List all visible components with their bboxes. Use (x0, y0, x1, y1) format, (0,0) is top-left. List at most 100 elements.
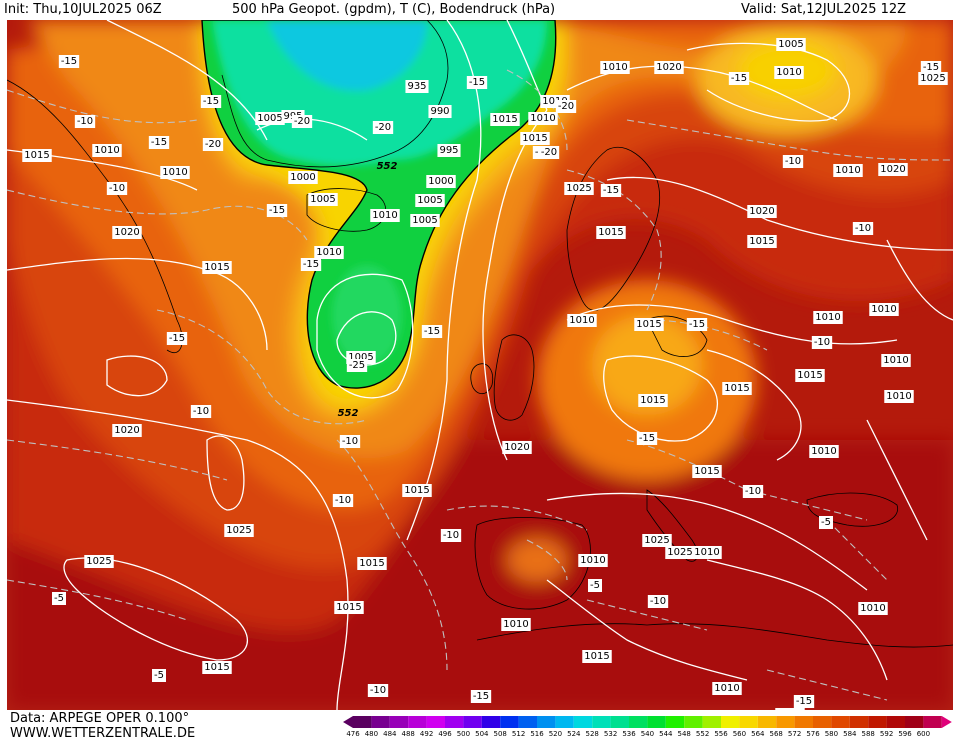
legend-swatch (408, 716, 427, 728)
isobar-label-box (809, 445, 839, 458)
weather-map: 1005 1010 1010 1020 1025 1015 1010 1010 1005 1015… (7, 20, 953, 710)
isobar-label-text: 1015 (584, 651, 609, 662)
legend-swatch (353, 716, 372, 728)
isobar-label-text: 1010 (835, 165, 860, 176)
isotherm-label: -10 (852, 222, 874, 235)
isobar-label-box (795, 369, 825, 382)
legend-tick-label: 504 (475, 730, 489, 738)
isotherm-label: -10 (782, 155, 804, 168)
valid-time: Valid: Sat,12JUL2025 12Z (741, 2, 907, 17)
isotherm-label-text: -15 (151, 137, 167, 148)
isobar-label-box (160, 166, 190, 179)
isobar-label: 1025 (642, 534, 672, 547)
isotherm-label: -20 (291, 115, 313, 128)
legend-tick-label: 488 (401, 730, 415, 738)
isobar-label-text: 1015 (492, 114, 517, 125)
isobar-label: 990 (428, 105, 452, 118)
isotherm-label-box (782, 155, 804, 168)
isobar-label-text: 1020 (114, 425, 139, 436)
isotherm-label-text: -15 (424, 326, 440, 337)
map-header: Init: Thu,10JUL2025 06Z 500 hPa Geopot. … (0, 0, 959, 20)
isotherm-label-text: -15 (639, 433, 655, 444)
legend-tick-label: 580 (824, 730, 839, 738)
isotherm-label-text: -10 (745, 486, 761, 497)
isobar-label-box (833, 164, 863, 177)
isobar-label: 1020 (654, 61, 684, 74)
isobar-label-box (918, 72, 948, 85)
isobar-label-text: 1015 (404, 485, 429, 496)
isobar-label-box (665, 546, 695, 559)
isobar-label: 995 (437, 144, 461, 157)
isobar-label-box (774, 66, 804, 79)
isobar-label-text: 1010 (602, 62, 627, 73)
isobar-label-text: 1010 (580, 555, 605, 566)
legend-tick-label: 516 (530, 730, 544, 738)
isobar-label: 1005 (410, 214, 440, 227)
isobar-label-box (202, 661, 232, 674)
isotherm-label-box (686, 318, 708, 331)
isobar-label-box (357, 557, 387, 570)
isobar-label-text: 1015 (636, 319, 661, 330)
isobar-label: 1005 (775, 708, 805, 710)
isobar-label-box (402, 484, 432, 497)
isotherm-label-box (332, 494, 354, 507)
isotherm-label-box (555, 100, 577, 113)
isobar-label-text: 1010 (860, 603, 885, 614)
isobar-label: 1010 (858, 602, 888, 615)
isobar-label: 1015 (202, 261, 232, 274)
isobar-label: 1010 (528, 112, 558, 125)
isobar-label-box (884, 390, 914, 403)
legend-swatch (481, 716, 501, 728)
isobar-label: 1010 (370, 209, 400, 222)
isotherm-label: -5 (588, 579, 602, 592)
isobar-label: 1015 (596, 226, 626, 239)
isotherm-label: -15 (421, 325, 443, 338)
legend-tick-label: 564 (751, 730, 765, 738)
isobar-label: 1015 (747, 235, 777, 248)
isotherm-label-box (372, 121, 394, 134)
isobar-label: 1000 (426, 175, 456, 188)
isobar-label-text: 1020 (114, 227, 139, 238)
isobar-label: 1010 (809, 445, 839, 458)
isobar-label: 1010 (869, 303, 899, 316)
isobar-label-text: 1025 (86, 556, 111, 567)
isotherm-label-text: -15 (61, 56, 77, 67)
legend-tick-label: 536 (622, 730, 636, 738)
isobar-label: 1010 (578, 554, 608, 567)
legend-swatch (776, 716, 795, 728)
isobar-label-box (596, 226, 626, 239)
isotherm-label: -20 (555, 100, 577, 113)
geopotential-label-text: 552 (377, 161, 398, 172)
isobar-label-text: 1010 (883, 355, 908, 366)
isobar-label-box (582, 650, 612, 663)
isobar-label-box (881, 354, 911, 367)
isotherm-label-text: -10 (109, 183, 125, 194)
isobar-label-box (776, 38, 806, 51)
isotherm-label-box (300, 258, 322, 271)
isobar-label-text: 1010 (811, 446, 836, 457)
legend-tick-label: 556 (714, 730, 728, 738)
isotherm-label: -15 (300, 258, 322, 271)
isobar-label: 1010 (712, 682, 742, 695)
isobar-label-text: 1010 (372, 210, 397, 221)
isobar-label-box (405, 80, 429, 93)
isotherm-label-text: -10 (370, 685, 386, 696)
isobar-label-text: 1010 (542, 96, 567, 107)
isotherm-label: -10 (647, 595, 669, 608)
isotherm-label: -15 (600, 184, 622, 197)
legend-swatch (445, 716, 464, 728)
isobar-label-box (428, 105, 452, 118)
isobar-label-box (92, 144, 122, 157)
isotherm-label-text: -10 (855, 223, 871, 234)
legend-tick-label: 572 (787, 730, 802, 738)
isobar-label-text: 1020 (880, 164, 905, 175)
isotherm-label-text: -10 (193, 406, 209, 417)
isotherm-label-box (148, 136, 170, 149)
isobar-label: 1005 (776, 38, 806, 51)
isobar-label-text: 1025 (920, 73, 945, 84)
data-source-label: Data: ARPEGE OPER 0.100° (10, 711, 190, 726)
isobar-label: 1000 (288, 171, 318, 184)
isobar-label-box (878, 163, 908, 176)
isobar-label-text: 1005 (777, 709, 802, 710)
isobar-label-text: 1010 (530, 113, 555, 124)
